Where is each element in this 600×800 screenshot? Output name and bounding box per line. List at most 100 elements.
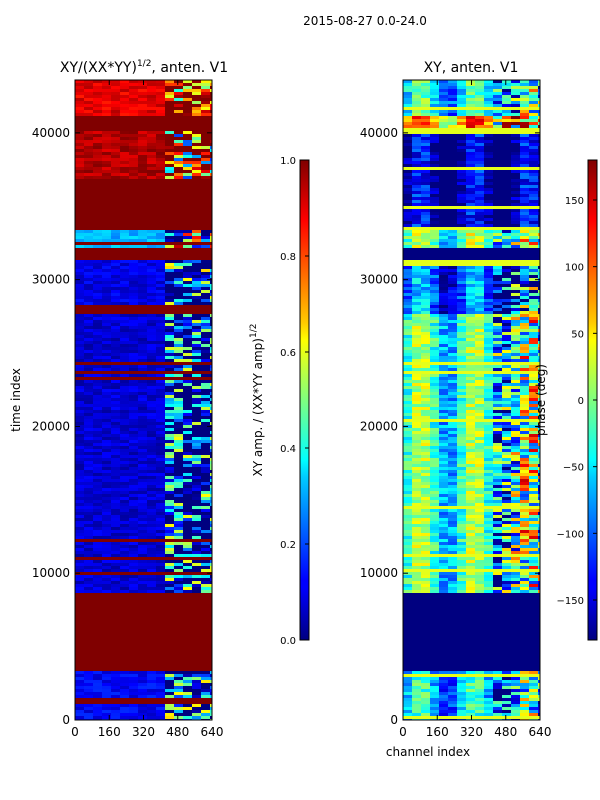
heatmap-cell <box>84 551 94 555</box>
heatmap-cell <box>192 332 202 336</box>
heatmap-cell <box>147 167 157 171</box>
heatmap-cell <box>412 278 422 282</box>
heatmap-cell <box>93 608 103 612</box>
heatmap-cell <box>129 587 139 591</box>
heatmap-cell <box>448 182 458 186</box>
heatmap-cell <box>93 563 103 567</box>
heatmap-cell <box>192 638 202 642</box>
heatmap-cell <box>129 413 139 417</box>
heatmap-cell <box>174 122 184 126</box>
heatmap-cell <box>174 431 184 435</box>
heatmap-cell <box>129 122 139 126</box>
heatmap-cell <box>466 134 476 138</box>
heatmap-cell <box>75 578 85 582</box>
heatmap-cell <box>165 671 175 675</box>
heatmap-cell <box>201 467 211 471</box>
heatmap-cell <box>84 224 94 228</box>
heatmap-cell <box>538 335 540 339</box>
heatmap-cell <box>138 101 148 105</box>
heatmap-cell <box>102 365 112 369</box>
heatmap-cell <box>147 656 157 660</box>
heatmap-cell <box>529 80 539 84</box>
heatmap-cell <box>138 158 148 162</box>
heatmap-cell <box>183 95 193 99</box>
heatmap-cell <box>403 329 413 333</box>
heatmap-cell <box>448 173 458 177</box>
heatmap-cell <box>84 206 94 210</box>
heatmap-cell <box>457 278 467 282</box>
heatmap-cell <box>430 266 440 270</box>
heatmap-cell <box>147 521 157 525</box>
heatmap-cell <box>448 80 458 84</box>
heatmap-cell <box>138 254 148 258</box>
heatmap-cell <box>403 182 413 186</box>
heatmap-cell <box>111 566 121 570</box>
heatmap-cell <box>138 632 148 636</box>
heatmap-cell <box>210 191 212 195</box>
heatmap-cell <box>75 461 85 465</box>
heatmap-cell <box>120 110 130 114</box>
heatmap-cell <box>421 284 431 288</box>
heatmap-cell <box>403 218 413 222</box>
heatmap-cell <box>403 98 413 102</box>
heatmap-cell <box>165 476 175 480</box>
heatmap-cell <box>430 314 440 318</box>
heatmap-cell <box>174 338 184 342</box>
heatmap-cell <box>129 281 139 285</box>
heatmap-cell <box>439 305 449 309</box>
heatmap-cell <box>165 701 175 705</box>
heatmap-cell <box>475 344 485 348</box>
heatmap-cell <box>84 572 94 576</box>
heatmap-cell <box>111 710 121 714</box>
heatmap-cell <box>210 506 212 510</box>
heatmap-cell <box>430 362 440 366</box>
heatmap-cell <box>520 116 530 120</box>
heatmap-cell <box>138 386 148 390</box>
heatmap-cell <box>466 317 476 321</box>
heatmap-cell <box>138 245 148 249</box>
heatmap-cell <box>201 110 211 114</box>
heatmap-cell <box>439 143 449 147</box>
heatmap-cell <box>147 647 157 651</box>
heatmap-cell <box>93 689 103 693</box>
heatmap-cell <box>538 296 540 300</box>
heatmap-cell <box>210 284 212 288</box>
heatmap-cell <box>147 713 157 717</box>
heatmap-cell <box>102 659 112 663</box>
heatmap-cell <box>511 203 521 207</box>
heatmap-cell <box>210 230 212 234</box>
heatmap-cell <box>120 521 130 525</box>
heatmap-cell <box>174 332 184 336</box>
heatmap-cell <box>156 671 166 675</box>
heatmap-cell <box>75 329 85 333</box>
heatmap-cell <box>412 305 422 309</box>
heatmap-cell <box>102 341 112 345</box>
heatmap-cell <box>165 563 175 567</box>
heatmap-cell <box>84 101 94 105</box>
heatmap-cell <box>129 314 139 318</box>
heatmap-cell <box>448 113 458 117</box>
heatmap-cell <box>102 209 112 213</box>
heatmap-cell <box>120 344 130 348</box>
heatmap-cell <box>93 503 103 507</box>
heatmap-cell <box>183 638 193 642</box>
heatmap-cell <box>84 344 94 348</box>
heatmap-cell <box>111 632 121 636</box>
heatmap-cell <box>174 239 184 243</box>
heatmap-cell <box>156 365 166 369</box>
heatmap-cell <box>457 188 467 192</box>
heatmap-cell <box>201 671 211 675</box>
heatmap-cell <box>529 98 539 102</box>
heatmap-cell <box>210 317 212 321</box>
heatmap-cell <box>210 674 212 678</box>
heatmap-cell <box>183 242 193 246</box>
heatmap-cell <box>129 659 139 663</box>
heatmap-cell <box>538 305 540 309</box>
heatmap-cell <box>75 476 85 480</box>
heatmap-cell <box>120 476 130 480</box>
heatmap-cell <box>147 371 157 375</box>
heatmap-cell <box>84 605 94 609</box>
heatmap-cell <box>111 161 121 165</box>
heatmap-cell <box>201 254 211 258</box>
heatmap-cell <box>138 134 148 138</box>
